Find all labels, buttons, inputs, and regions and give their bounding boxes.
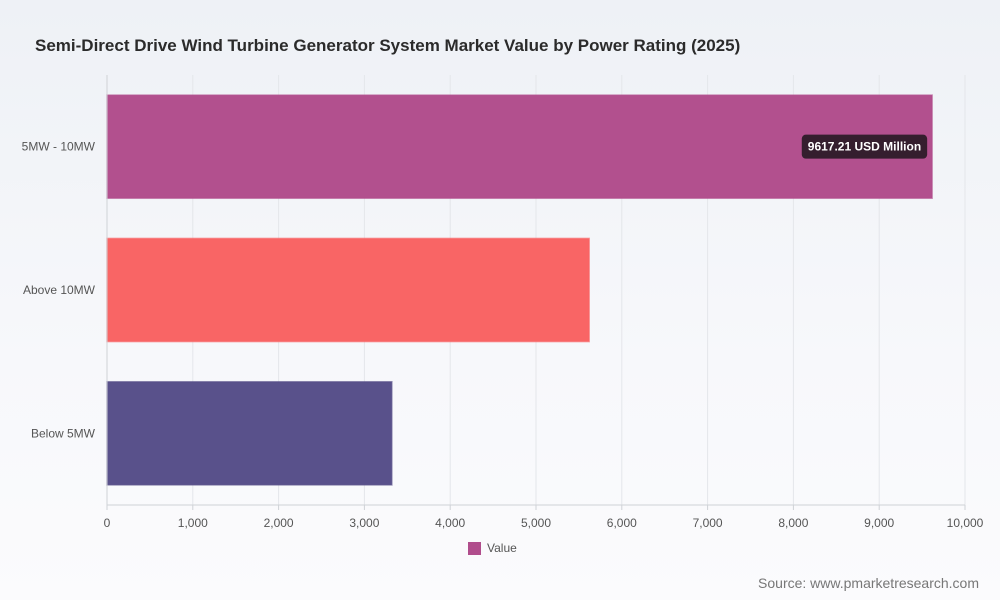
x-tick-label: 6,000 bbox=[607, 516, 637, 530]
x-tick-label: 8,000 bbox=[778, 516, 808, 530]
labels: 5MW - 10MW Above 10MW Below 5MW 9617.21 USD… bbox=[22, 134, 928, 440]
y-category-label: Above 10MW bbox=[23, 283, 96, 297]
annotation-box bbox=[801, 134, 928, 159]
y-category-label: 5MW - 10MW bbox=[22, 140, 96, 154]
legend-swatch bbox=[468, 541, 481, 555]
axes: 0 1,000 2,000 3,000 4,000 5,000 6,000 7,000 8,00… bbox=[104, 75, 984, 530]
bar-5mw-10mw bbox=[106, 94, 933, 200]
bar-above-10mw bbox=[106, 237, 590, 343]
x-tick-label: 2,000 bbox=[264, 516, 294, 530]
x-tick-label: 0 bbox=[104, 516, 111, 530]
legend-label: Value bbox=[487, 541, 517, 555]
x-tick-label: 9,000 bbox=[864, 516, 894, 530]
x-tick-label: 3,000 bbox=[349, 516, 379, 530]
value-annotation: 9617.21 USD Million bbox=[801, 134, 928, 159]
source-note: Source: www.pmarketresearch.com bbox=[758, 575, 979, 591]
x-tick-label: 7,000 bbox=[693, 516, 723, 530]
bars bbox=[106, 94, 933, 486]
annotation-text: 9617.21 USD Million bbox=[808, 140, 921, 154]
legend[interactable]: Value bbox=[468, 541, 517, 555]
x-tick-label: 5,000 bbox=[521, 516, 551, 530]
x-tick-label: 1,000 bbox=[178, 516, 208, 530]
x-tick-label: 10,000 bbox=[947, 516, 984, 530]
bar-below-5mw bbox=[106, 380, 393, 486]
x-tick-label: 4,000 bbox=[435, 516, 465, 530]
chart-title: Semi-Direct Drive Wind Turbine Generator… bbox=[35, 36, 741, 55]
y-category-label: Below 5MW bbox=[31, 426, 96, 440]
